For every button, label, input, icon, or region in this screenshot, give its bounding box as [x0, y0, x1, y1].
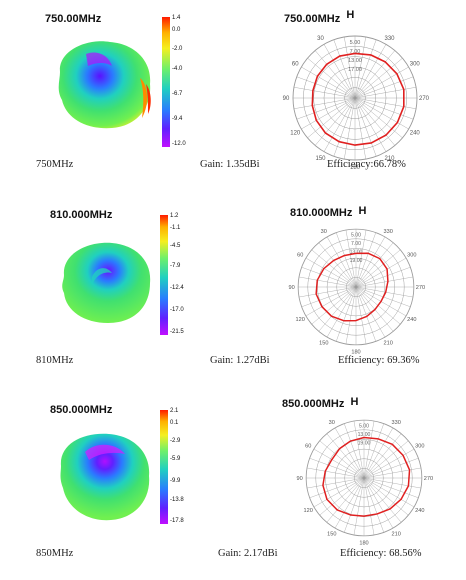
colorbar-tick: -17.0 [170, 307, 184, 313]
ring-label: 5.00 [351, 233, 361, 239]
ring-label: 13.00 [350, 249, 363, 255]
caption-efficiency: Efficiency: 68.56% [340, 548, 422, 559]
angle-label: 90 [283, 96, 290, 102]
angle-label: 150 [327, 532, 336, 538]
angle-label: 180 [351, 349, 360, 355]
colorbar-tick: -6.7 [172, 91, 183, 97]
colorbar-tick: -4.0 [172, 66, 183, 72]
ring-label: 7.00 [351, 241, 361, 247]
colorbar-tick: -13.8 [170, 497, 184, 503]
angle-label: 210 [384, 341, 393, 347]
polar-plot: 30 330 60 300 270 90 120 240 150 210 180 5.00 7.00 13… [283, 35, 430, 171]
ring-label: 17.00 [348, 67, 362, 73]
colorbar [162, 17, 170, 147]
angle-label: 210 [392, 532, 401, 538]
colorbar-tick: -21.5 [170, 329, 184, 335]
caption-gain: Gain: 1.35dBi [200, 159, 260, 170]
angle-label: 90 [288, 285, 294, 291]
angle-label: 300 [410, 62, 421, 68]
plane-label: H [346, 9, 355, 21]
angle-label: 120 [296, 317, 305, 323]
radiation-pattern-3d [60, 433, 150, 521]
caption-efficiency: Efficiency:66.78% [327, 159, 406, 170]
angle-label: 330 [384, 229, 393, 235]
angle-label: 180 [350, 165, 361, 171]
pattern-outline [311, 52, 405, 146]
pattern-section-850: 850.000MHz 2.1 0.1 -2.9 -5. [0, 390, 466, 580]
ring-label: 5.00 [350, 40, 361, 46]
colorbar [160, 215, 168, 335]
colorbar-tick: -9.9 [170, 478, 181, 484]
angle-label: 60 [297, 253, 303, 259]
angle-label: 180 [359, 540, 368, 546]
ring-label: 19.00 [350, 258, 363, 264]
colorbar-tick: -2.9 [170, 438, 181, 444]
colorbar-tick: 0.0 [172, 27, 181, 33]
colorbar-tick: -5.9 [170, 456, 181, 462]
angle-label: 60 [305, 444, 311, 450]
angle-label: 240 [407, 317, 416, 323]
angle-label: 240 [410, 131, 421, 137]
angle-label: 270 [416, 285, 425, 291]
caption-gain: Gain: 1.27dBi [210, 355, 270, 366]
colorbar [160, 410, 168, 524]
pattern-outline [315, 252, 389, 322]
caption-frequency: 750MHz [36, 159, 74, 170]
pattern-outline [322, 436, 411, 517]
angle-label: 150 [319, 341, 328, 347]
ring-label: 13.00 [358, 432, 371, 438]
angle-label: 330 [384, 36, 395, 42]
angle-label: 30 [329, 420, 335, 426]
angle-label: 330 [392, 420, 401, 426]
angle-label: 30 [321, 229, 327, 235]
polar-title: 750.00MHz H [284, 9, 355, 25]
angle-label: 60 [292, 62, 299, 68]
polar-title: 810.000MHz H [290, 205, 367, 219]
angle-label: 30 [317, 36, 324, 42]
angle-label: 300 [407, 253, 416, 259]
colorbar-tick: -2.0 [172, 46, 183, 52]
colorbar-tick: 1.4 [172, 15, 181, 21]
ring-label: 13.00 [348, 58, 362, 64]
pattern-section-750: 750.00MHz 1.4 0.0 - [0, 0, 466, 190]
angle-label: 120 [290, 131, 301, 137]
plane-label: H [350, 396, 359, 408]
colorbar-tick: 0.1 [170, 420, 179, 426]
caption-frequency: 850MHz [36, 548, 74, 559]
caption-efficiency: Efficiency: 69.36% [338, 355, 420, 366]
angle-label: 270 [419, 96, 430, 102]
plane-label: H [358, 205, 367, 217]
ring-label: 5.00 [359, 424, 369, 430]
caption-frequency: 810MHz [36, 355, 74, 366]
colorbar-tick: 1.2 [170, 213, 179, 219]
polar-title: 850.000MHz H [282, 396, 359, 410]
colorbar-tick: -1.1 [170, 225, 181, 231]
caption-gain: Gain: 2.17dBi [218, 548, 278, 559]
radiation-pattern-3d [62, 242, 151, 323]
colorbar-tick: -4.5 [170, 243, 181, 249]
colorbar-tick: -7.9 [170, 263, 181, 269]
angle-label: 300 [415, 444, 424, 450]
radiation-pattern-3d [58, 41, 151, 129]
freq-title: 850.000MHz [50, 404, 113, 416]
polar-plot: 30 330 60 300 270 90 120 240 150 210 180 5.00 7.00 13… [288, 228, 425, 355]
angle-label: 210 [384, 156, 395, 162]
ring-label: 7.00 [350, 49, 361, 55]
freq-title: 810.000MHz [50, 209, 113, 221]
colorbar-tick: -12.0 [172, 141, 186, 147]
ring-label: 19.00 [358, 440, 371, 446]
colorbar-tick: -17.8 [170, 518, 184, 524]
colorbar-tick: -9.4 [172, 116, 183, 122]
angle-label: 240 [415, 508, 424, 514]
angle-label: 120 [304, 508, 313, 514]
angle-label: 150 [315, 156, 326, 162]
colorbar-tick: -12.4 [170, 285, 184, 291]
angle-label: 90 [296, 476, 302, 482]
colorbar-tick: 2.1 [170, 408, 179, 414]
polar-plot: 30 330 60 300 270 90 120 240 150 210 180 5.00 13.00 1… [296, 419, 433, 546]
pattern-section-810: 810.000MHz 1.2 -1.1 -4.5 -7.9 -12. [0, 195, 466, 385]
freq-title: 750.00MHz [45, 13, 102, 25]
angle-label: 270 [424, 476, 433, 482]
